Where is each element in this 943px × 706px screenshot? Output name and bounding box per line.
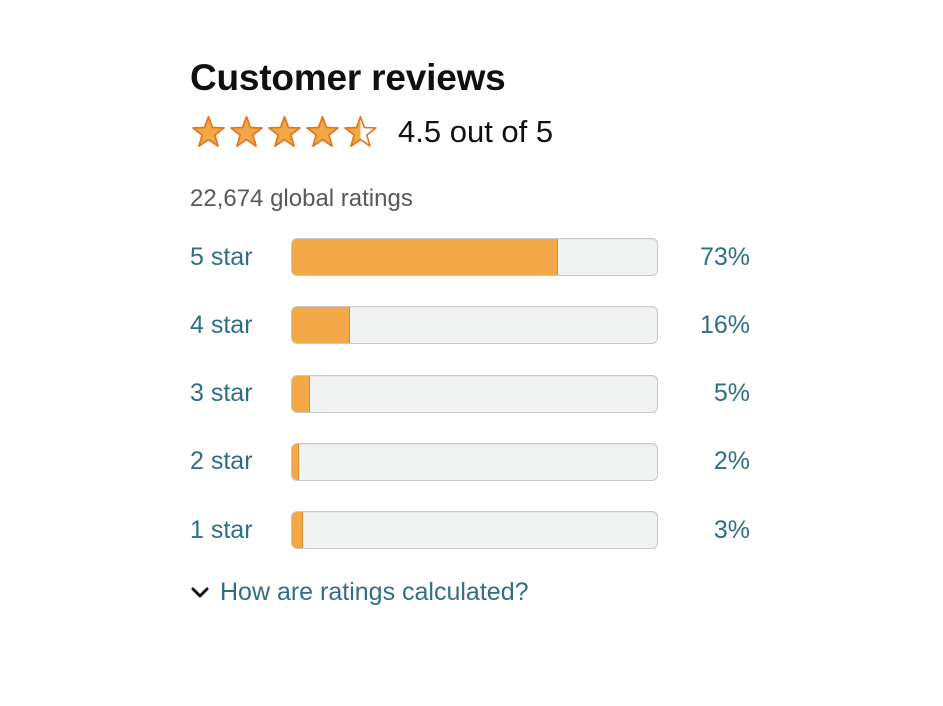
histogram-percent[interactable]: 16% — [699, 310, 750, 339]
star-half-icon — [344, 115, 377, 147]
histogram-label[interactable]: 3 star — [190, 379, 253, 408]
histogram-label[interactable]: 1 star — [190, 515, 253, 544]
histogram-row-2-star[interactable]: 2 star 2% — [190, 442, 790, 482]
histogram-row-4-star[interactable]: 4 star 16% — [190, 305, 790, 345]
ratings-calculation-link[interactable]: How are ratings calculated? — [220, 578, 529, 607]
ratings-calculation-toggle[interactable]: How are ratings calculated? — [190, 578, 790, 607]
histogram-bar[interactable] — [291, 442, 658, 481]
global-ratings-count: 22,674 global ratings — [190, 185, 413, 212]
histogram-percent[interactable]: 73% — [699, 242, 750, 271]
histogram-bar[interactable] — [291, 306, 658, 345]
histogram-label[interactable]: 5 star — [190, 242, 253, 271]
histogram-bar-fill — [292, 375, 311, 412]
histogram-label[interactable]: 4 star — [190, 310, 253, 339]
histogram-bar-fill — [292, 512, 303, 549]
star-full-icon — [306, 115, 339, 147]
histogram-label[interactable]: 2 star — [190, 447, 253, 476]
chevron-down-icon — [191, 587, 209, 598]
histogram-row-5-star[interactable]: 5 star 73% — [190, 237, 790, 277]
histogram-percent[interactable]: 3% — [713, 515, 750, 544]
customer-reviews-panel: Customer reviews 4.5 out of 5 22,674 glo… — [190, 54, 790, 607]
rating-histogram: 5 star 73% 4 star 16% 3 star 5% 2 star 2… — [190, 237, 790, 550]
histogram-row-3-star[interactable]: 3 star 5% — [190, 374, 790, 414]
average-rating: 4.5 out of 5 — [190, 108, 790, 156]
histogram-bar[interactable] — [291, 238, 658, 276]
histogram-percent[interactable]: 2% — [713, 447, 750, 476]
histogram-row-1-star[interactable]: 1 star 3% — [190, 510, 790, 550]
histogram-bar[interactable] — [291, 511, 658, 550]
star-full-icon — [192, 115, 225, 147]
star-full-icon — [230, 115, 263, 147]
histogram-bar[interactable] — [291, 374, 658, 413]
histogram-percent[interactable]: 5% — [713, 379, 750, 408]
star-full-icon — [268, 115, 301, 147]
histogram-bar-fill — [292, 307, 351, 344]
histogram-bar-fill — [292, 239, 559, 275]
page-title: Customer reviews — [190, 57, 506, 98]
histogram-bar-fill — [292, 443, 300, 480]
rating-text: 4.5 out of 5 — [398, 114, 554, 149]
star-rating[interactable] — [190, 114, 380, 151]
